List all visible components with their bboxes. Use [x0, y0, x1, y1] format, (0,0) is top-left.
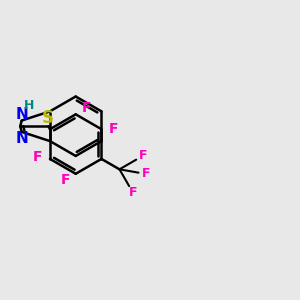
Text: H: H [24, 99, 34, 112]
Text: N: N [16, 131, 29, 146]
Text: F: F [138, 149, 147, 162]
Text: N: N [15, 106, 28, 122]
Text: F: F [129, 186, 137, 199]
Text: F: F [61, 173, 70, 187]
Text: F: F [109, 122, 119, 136]
Text: F: F [81, 101, 91, 115]
Text: S: S [42, 109, 54, 127]
Text: F: F [142, 167, 150, 181]
Text: F: F [33, 150, 42, 164]
